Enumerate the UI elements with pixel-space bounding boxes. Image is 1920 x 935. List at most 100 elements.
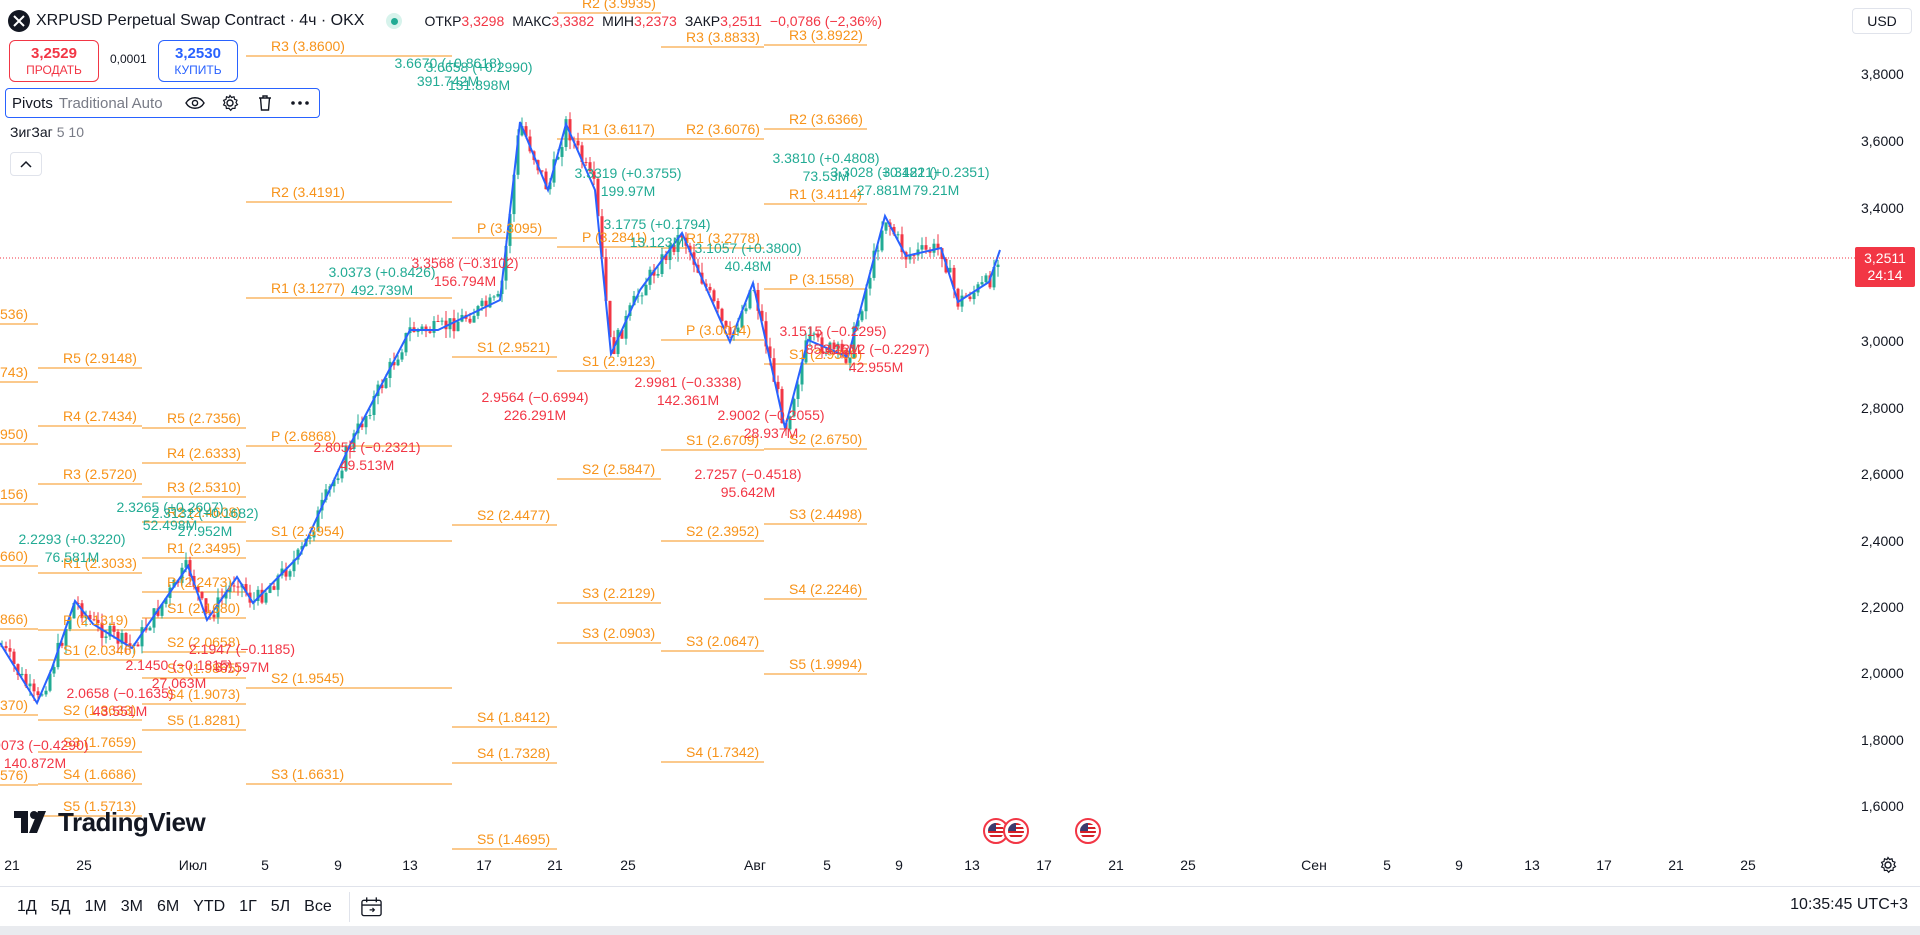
zigzag-indicator-legend[interactable]: ЗигЗаг 5 10 <box>10 124 84 140</box>
collapse-legend-button[interactable] <box>10 152 42 176</box>
zigzag-price-label: 3.3028 (+0.1821) <box>830 164 937 180</box>
pivot-level-label: S3 (1.6631) <box>271 766 344 782</box>
candle-body <box>88 614 92 620</box>
range-button-2[interactable]: 1М <box>84 897 107 915</box>
candle-body <box>472 315 476 323</box>
time-tick-label: 9 <box>1455 857 1463 873</box>
us-event-flag-icon[interactable] <box>1003 818 1029 844</box>
date-range-button[interactable] <box>348 891 383 922</box>
buy-button[interactable]: 3,2530 КУПИТЬ <box>158 40 238 82</box>
range-button-3[interactable]: 3М <box>120 897 143 915</box>
trash-icon[interactable] <box>252 91 278 115</box>
candle-body <box>496 293 500 297</box>
range-button-5[interactable]: YTD <box>193 897 226 915</box>
zigzag-price-label: 3.1775 (+0.1794) <box>603 216 710 232</box>
candle-body <box>28 683 32 687</box>
zigzag-price-label: 2.3132 (+0.1682) <box>151 505 258 521</box>
candle-body <box>652 269 656 276</box>
candle-body <box>152 608 156 628</box>
candle-body <box>296 549 300 560</box>
calendar-icon <box>360 896 382 916</box>
candle-body <box>980 282 984 285</box>
candle-body <box>772 358 776 382</box>
zigzag-price-label: 2.9981 (−0.3338) <box>634 374 741 390</box>
pivots-indicator-legend[interactable]: Pivots Traditional Auto <box>5 88 320 118</box>
eye-icon[interactable] <box>182 91 208 115</box>
candle-body <box>212 614 216 618</box>
candle-body <box>992 267 996 288</box>
time-tick-label: 17 <box>476 857 492 873</box>
zigzag-volume-label: 73.53M <box>803 168 850 184</box>
bottom-toolbar: 1Д 5Д 1М 3М 6М YTD 1Г 5Л Все 10:35:45 UTC+3 <box>0 886 1920 926</box>
candle-body <box>516 135 520 175</box>
candle-body <box>880 230 884 251</box>
zigzag-volume-label: 142.361M <box>657 392 719 408</box>
range-button-8[interactable]: Все <box>304 897 332 915</box>
tradingview-logo[interactable]: TradingView <box>14 807 206 837</box>
time-tick-label: 17 <box>1596 857 1612 873</box>
market-status-icon[interactable] <box>386 13 403 29</box>
sell-button[interactable]: 3,2529 ПРОДАТЬ <box>9 40 99 82</box>
price-scale[interactable]: 3,80003,60003,40003,20003,00002,80002,60… <box>1861 66 1904 814</box>
time-tick-label: 21 <box>4 857 20 873</box>
settings-icon[interactable] <box>217 91 243 115</box>
candle-body <box>288 571 292 577</box>
time-scale[interactable]: 21 25 Июл 5 9 13 17 21 25 Авг 5 9 13 17 21 25 Сен 5 9 13 17 2… <box>4 857 1756 873</box>
us-event-flag-icon[interactable] <box>1075 818 1101 844</box>
candle-body <box>360 423 364 428</box>
candle-body <box>56 642 60 668</box>
candle-body <box>380 384 384 389</box>
time-tick-label: 21 <box>547 857 563 873</box>
candle-body <box>384 377 388 389</box>
price-tick-label: 3,0000 <box>1861 333 1904 349</box>
range-button-6[interactable]: 1Г <box>239 897 257 915</box>
candle-body <box>340 470 344 479</box>
currency-select[interactable]: USD <box>1852 8 1912 34</box>
zigzag-volume-label: 37.597M <box>215 659 269 675</box>
range-button-0[interactable]: 1Д <box>17 897 37 915</box>
more-options-icon[interactable] <box>287 91 313 115</box>
pivot-level-label: S1 (2.9306) <box>789 346 862 362</box>
candle-body <box>764 321 768 347</box>
candle-body <box>860 311 864 321</box>
price-chart[interactable]: 536) 743) 950) 156) 660) 866) 370) 576) R5 (2.91… <box>0 0 1920 880</box>
zigzag-price-label: 3.3568 (−0.3102) <box>411 255 518 271</box>
candle-body <box>160 603 164 616</box>
candle-body <box>892 226 896 235</box>
pivot-level-label: R5 (2.9148) <box>63 350 137 366</box>
scale-settings-icon[interactable] <box>1876 853 1900 877</box>
price-tick-label: 2,8000 <box>1861 400 1904 416</box>
pivot-level-label: S2 (2.3952) <box>686 523 759 539</box>
pivot-level-label: P (3.3095) <box>477 220 542 236</box>
pivot-level-label: S2 (1.8633) <box>63 702 136 718</box>
candle-body <box>952 267 956 289</box>
pivot-level-label: S3 (2.0903) <box>582 625 655 641</box>
symbol-title[interactable]: XRPUSD Perpetual Swap Contract · 4ч · OK… <box>36 12 365 29</box>
candle-body <box>396 359 400 366</box>
candle-body <box>968 296 972 300</box>
ohlc-high-label: МАКС <box>512 13 552 29</box>
pivot-level-label: P (3.1558) <box>789 271 854 287</box>
price-tick-label: 2,2000 <box>1861 599 1904 615</box>
zigzag-price-label: 3.3319 (+0.3755) <box>574 165 681 181</box>
candle-body <box>668 244 672 261</box>
range-button-4[interactable]: 6М <box>156 897 180 915</box>
range-button-1[interactable]: 5Д <box>50 897 71 915</box>
candle-body <box>588 162 592 172</box>
pivot-level-label: R2 (3.6366) <box>789 111 863 127</box>
candle-body <box>428 331 432 333</box>
clock-display[interactable]: 10:35:45 UTC+3 <box>1790 896 1908 913</box>
time-tick-label: 13 <box>964 857 980 873</box>
zigzag-price-label: 3.1212 (−0.2297) <box>822 341 929 357</box>
candle-body <box>308 537 312 539</box>
pivot-level-label: R3 (3.8833) <box>686 29 760 45</box>
zigzag-volume-label: 49.513M <box>340 457 394 473</box>
candle-body <box>204 598 208 614</box>
range-button-7[interactable]: 5Л <box>270 897 291 915</box>
candle-body <box>600 216 604 258</box>
candle-body <box>184 560 188 568</box>
time-tick-label: 5 <box>261 857 269 873</box>
pivot-level-label: R3 (3.8922) <box>789 27 863 43</box>
time-tick-label: 25 <box>1740 857 1756 873</box>
